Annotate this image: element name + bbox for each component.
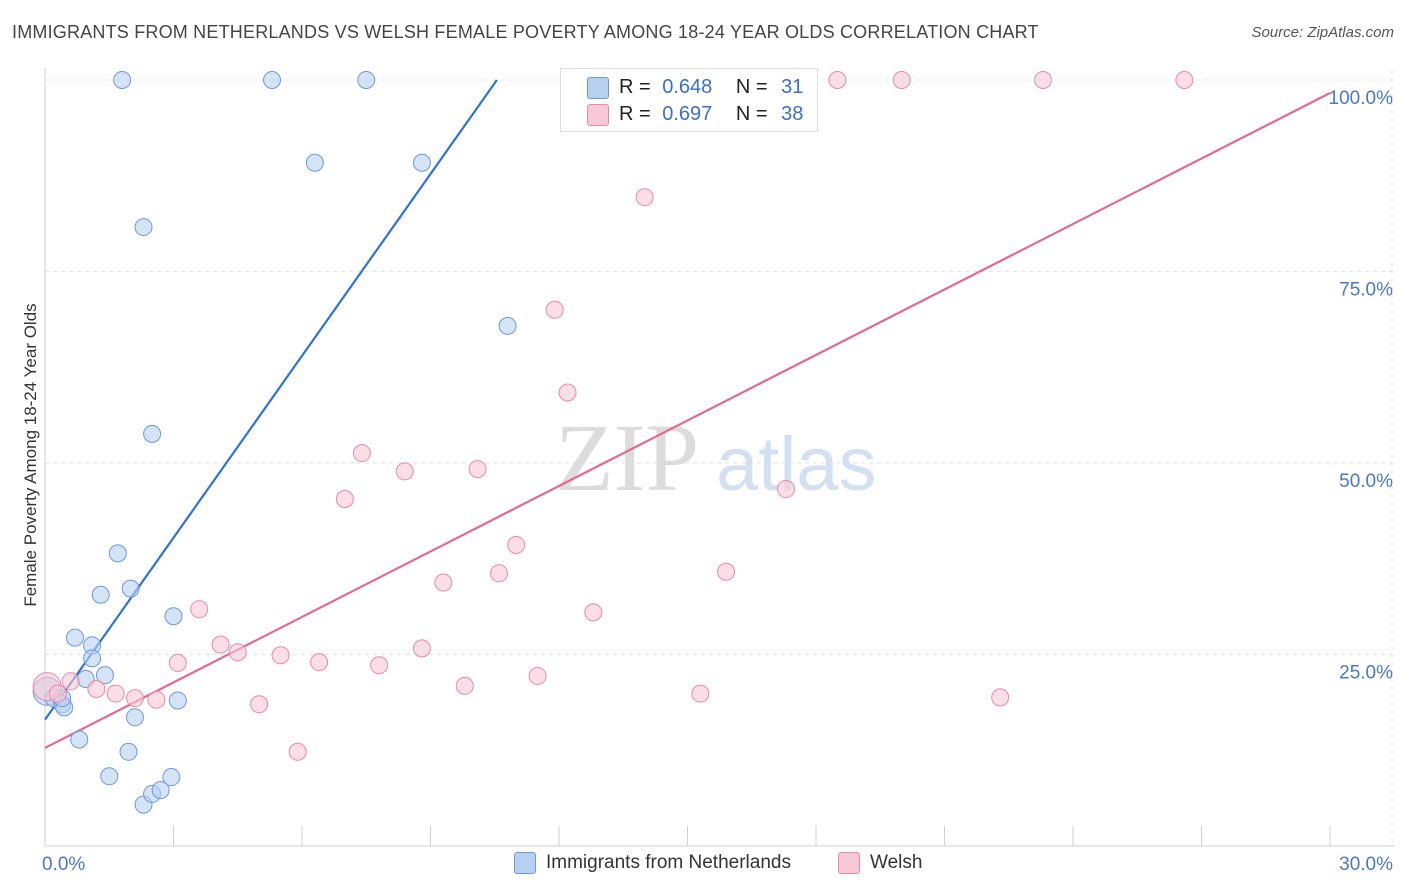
legend-r-value: 0.648	[662, 75, 713, 98]
data-point-blue	[108, 544, 127, 563]
data-point-pink	[412, 639, 431, 658]
data-point-blue	[134, 218, 153, 237]
data-point-blue	[95, 666, 114, 685]
legend-swatch-welsh	[587, 104, 609, 126]
legend-n-label: N =	[735, 102, 768, 125]
trend-line-blue	[44, 79, 498, 721]
data-point-pink	[395, 462, 414, 481]
data-point-blue	[70, 730, 89, 749]
data-point-blue	[83, 649, 102, 668]
data-point-pink	[1175, 71, 1194, 89]
chart-title: IMMIGRANTS FROM NETHERLANDS VS WELSH FEM…	[12, 22, 1039, 42]
series-swatch-welsh	[838, 852, 860, 874]
data-point-pink	[147, 690, 166, 709]
trend-lines	[44, 79, 1331, 749]
data-point-pink	[455, 676, 474, 695]
watermark-zip: ZIP	[555, 404, 699, 511]
data-point-blue	[498, 316, 517, 335]
x-tick-label: 0.0%	[42, 854, 85, 875]
data-point-blue	[162, 768, 181, 787]
data-point-pink	[584, 603, 603, 622]
data-point-pink	[352, 444, 371, 463]
y-tick-label: 25.0%	[1339, 663, 1393, 684]
data-point-pink	[125, 689, 144, 708]
data-point-pink	[228, 643, 247, 662]
data-point-pink	[545, 300, 564, 319]
data-point-blue	[143, 424, 162, 443]
data-point-pink	[1034, 71, 1053, 89]
data-point-pink	[211, 635, 230, 654]
data-point-pink	[434, 573, 453, 592]
legend-swatch-netherlands	[587, 77, 609, 99]
data-point-pink	[250, 695, 269, 714]
legend-n-value: 38	[781, 102, 804, 125]
data-point-pink	[61, 672, 80, 691]
data-point-pink	[106, 684, 125, 703]
data-point-pink	[528, 666, 547, 685]
data-point-blue	[151, 781, 170, 800]
legend-r-value: 0.697	[662, 102, 713, 125]
tick-labels: 25.0% 50.0% 75.0% 100.0% 0.0% 30.0%	[42, 88, 1393, 875]
data-point-pink	[691, 684, 710, 703]
y-axis-label: Female Poverty Among 18-24 Year Olds	[21, 303, 40, 606]
data-point-pink	[490, 564, 509, 583]
data-point-pink	[635, 188, 654, 207]
trend-line-pink	[44, 92, 1331, 749]
data-point-blue	[168, 691, 187, 710]
data-point-pink	[310, 653, 329, 672]
data-point-pink	[168, 653, 187, 672]
data-point-blue	[357, 71, 376, 89]
data-point-pink	[777, 480, 796, 499]
y-tick-label: 100.0%	[1329, 88, 1394, 109]
series-label-welsh: Welsh	[870, 852, 923, 873]
data-point-pink	[717, 562, 736, 581]
series-swatch-netherlands	[514, 852, 536, 874]
legend-n-value: 31	[781, 75, 804, 98]
data-point-blue	[305, 153, 324, 172]
data-point-pink	[558, 383, 577, 402]
data-point-pink	[892, 71, 911, 89]
data-point-blue	[121, 579, 140, 598]
data-point-pink	[271, 646, 290, 665]
data-point-pink	[507, 535, 526, 554]
data-point-pink	[991, 688, 1010, 707]
data-point-blue	[263, 71, 282, 89]
legend-r-label: R =	[619, 75, 651, 98]
data-point-pink	[190, 600, 209, 619]
series-legend-welsh: Welsh	[838, 852, 922, 874]
data-point-pink	[87, 679, 106, 698]
data-points	[32, 71, 1194, 814]
data-point-blue	[113, 71, 132, 89]
series-label-netherlands: Immigrants from Netherlands	[546, 852, 791, 873]
series-legend-netherlands: Immigrants from Netherlands	[514, 852, 791, 874]
watermark: ZIP atlas	[555, 404, 877, 511]
data-point-blue	[164, 607, 183, 626]
data-point-blue	[119, 742, 138, 761]
x-tick-label: 30.0%	[1339, 854, 1393, 875]
data-point-blue	[91, 585, 110, 604]
legend-n-label: N =	[735, 75, 768, 98]
data-point-pink	[828, 71, 847, 89]
data-point-pink	[370, 656, 389, 675]
stats-legend: R = 0.648 N = 31 R = 0.697 N = 38	[560, 68, 818, 132]
data-point-blue	[100, 767, 119, 786]
series-legend: Immigrants from Netherlands Welsh	[0, 852, 1406, 878]
y-tick-label: 75.0%	[1339, 280, 1393, 301]
data-point-pink	[48, 684, 67, 703]
data-point-blue	[412, 153, 431, 172]
source-label: Source: ZipAtlas.com	[1251, 24, 1394, 41]
y-tick-label: 50.0%	[1339, 471, 1393, 492]
data-point-blue	[65, 628, 84, 647]
axes	[44, 68, 1395, 847]
watermark-atlas: atlas	[716, 422, 877, 507]
data-point-pink	[335, 490, 354, 509]
data-point-blue	[125, 708, 144, 727]
data-point-pink	[288, 742, 307, 761]
data-point-pink	[468, 460, 487, 479]
legend-r-label: R =	[619, 102, 651, 125]
